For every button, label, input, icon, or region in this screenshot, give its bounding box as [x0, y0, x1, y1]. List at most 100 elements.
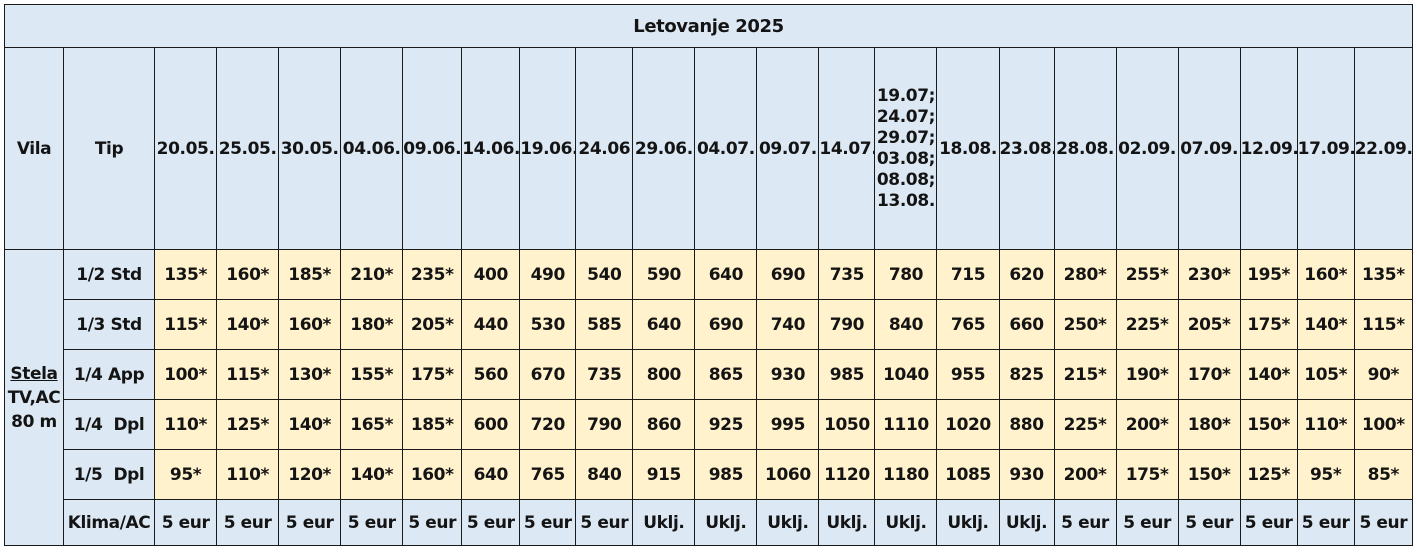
price-cell: 125* — [1239, 449, 1298, 500]
price-cell: 540 — [575, 249, 634, 300]
price-cell: 120* — [278, 449, 342, 500]
price-cell: 440 — [461, 299, 521, 350]
price-cell: 105* — [1296, 349, 1355, 400]
header-date-line: 02.09. — [1118, 138, 1176, 159]
price-cell: 100* — [154, 349, 218, 400]
room-type: 1/3 Std — [63, 299, 156, 350]
price-cell: 95* — [1296, 449, 1355, 500]
ac-cell: Uklj. — [756, 499, 820, 546]
table-row: 1/4 App 100* 115* 130* 155* 175* 560 670 735 800 8… — [5, 349, 1414, 400]
price-cell: 490 — [519, 249, 577, 300]
header-date: 09.07. — [756, 47, 820, 250]
ac-cell: 5 eur — [1115, 499, 1179, 546]
ac-cell: 5 eur — [461, 499, 521, 546]
header-row: Vila Tip 20.05. 25.05. 30.05. 04.06. 09.06. 1… — [3, 47, 1414, 250]
price-cell: 225* — [1053, 399, 1117, 450]
ac-cell: 5 eur — [1239, 499, 1298, 546]
header-date-line: 09.06. — [403, 138, 462, 159]
ac-cell: 5 eur — [216, 499, 280, 546]
header-date-line: 19.06. — [520, 138, 576, 159]
price-cell: 140* — [216, 299, 280, 350]
price-cell: 1040 — [874, 349, 938, 400]
price-cell: 115* — [216, 349, 280, 400]
header-date-line: 20.05. — [156, 138, 215, 159]
price-cell: 140* — [1296, 299, 1355, 350]
header-date: 29.06. — [632, 47, 696, 250]
room-type: 1/4 App — [63, 349, 156, 400]
ac-cell: 5 eur — [1053, 499, 1117, 546]
header-vila: Vila — [3, 47, 65, 250]
price-cell: 585 — [575, 299, 634, 350]
ac-cell: Uklj. — [998, 499, 1055, 546]
header-date: 14.06. — [461, 47, 521, 250]
price-cell: 735 — [818, 249, 876, 300]
header-date-line: 25.05. — [218, 138, 277, 159]
price-cell: 205* — [402, 299, 463, 350]
price-cell: 925 — [694, 399, 758, 450]
header-date: 30.05. — [278, 47, 342, 250]
price-cell: 115* — [1353, 299, 1414, 350]
price-cell: 90* — [1353, 349, 1414, 400]
price-cell: 135* — [1353, 249, 1414, 300]
ac-cell: 5 eur — [340, 499, 404, 546]
room-type: 1/5 Dpl — [63, 449, 156, 500]
price-cell: 740 — [756, 299, 820, 350]
title-row: Letovanje 2025 — [4, 4, 1413, 48]
price-cell: 995 — [756, 399, 820, 450]
header-date-line: 04.07. — [696, 138, 755, 159]
price-cell: 160* — [278, 299, 342, 350]
price-cell: 690 — [694, 299, 758, 350]
header-date-line: 08.08; — [876, 169, 936, 190]
price-cell: 150* — [1239, 399, 1298, 450]
price-cell: 1110 — [874, 399, 938, 450]
price-cell: 135* — [154, 249, 218, 300]
table-row: 1/3 Std 115* 140* 160* 180* 205* 440 530 585 640 6… — [5, 299, 1414, 350]
price-cell: 160* — [216, 249, 280, 300]
price-cell: 640 — [461, 449, 521, 500]
price-cell: 160* — [1296, 249, 1355, 300]
price-cell: 180* — [1177, 399, 1241, 450]
price-cell: 185* — [278, 249, 342, 300]
price-cell: 215* — [1053, 349, 1117, 400]
price-cell: 985 — [818, 349, 876, 400]
price-cell: 210* — [340, 249, 404, 300]
price-cell: 280* — [1053, 249, 1117, 300]
header-date-line: 29.07; — [876, 127, 936, 148]
header-date: 12.09. — [1239, 47, 1298, 250]
header-tip: Tip — [63, 47, 156, 250]
price-cell: 185* — [402, 399, 463, 450]
ac-cell: 5 eur — [575, 499, 634, 546]
ac-label: Klima/AC — [63, 499, 156, 546]
price-cell: 590 — [632, 249, 696, 300]
table-row: 1/4 Dpl 110* 125* 140* 165* 185* 600 720 790 860 9… — [5, 399, 1414, 450]
header-date: 09.06. — [402, 47, 463, 250]
header-date-line: 23.08. — [999, 138, 1055, 159]
header-date-line: 09.07. — [758, 138, 817, 159]
ac-cell: 5 eur — [402, 499, 463, 546]
price-cell: 930 — [998, 449, 1055, 500]
price-cell: 200* — [1053, 449, 1117, 500]
header-date-line: 24.06 — [578, 138, 631, 159]
table-title: Letovanje 2025 — [4, 4, 1413, 48]
price-cell: 230* — [1177, 249, 1241, 300]
price-cell: 690 — [756, 249, 820, 300]
header-date: 22.09. — [1353, 47, 1414, 250]
header-date: 20.05. — [154, 47, 218, 250]
price-cell: 140* — [1239, 349, 1298, 400]
price-cell: 765 — [936, 299, 1000, 350]
price-cell: 110* — [1296, 399, 1355, 450]
header-date-line: 28.08. — [1056, 138, 1114, 159]
ac-cell: Uklj. — [694, 499, 758, 546]
header-date: 18.08. — [936, 47, 1000, 250]
header-date-line: 13.08. — [877, 190, 935, 211]
price-cell: 840 — [575, 449, 634, 500]
header-date: 24.06 — [575, 47, 634, 250]
price-cell: 110* — [154, 399, 218, 450]
price-cell: 670 — [519, 349, 577, 400]
price-cell: 140* — [340, 449, 404, 500]
price-cell: 1085 — [936, 449, 1000, 500]
price-cell: 205* — [1177, 299, 1241, 350]
ac-row: Klima/AC 5 eur 5 eur 5 eur 5 eur 5 eur 5 eur 5 … — [5, 499, 1414, 546]
header-date: 25.05. — [216, 47, 280, 250]
price-cell: 195* — [1239, 249, 1298, 300]
